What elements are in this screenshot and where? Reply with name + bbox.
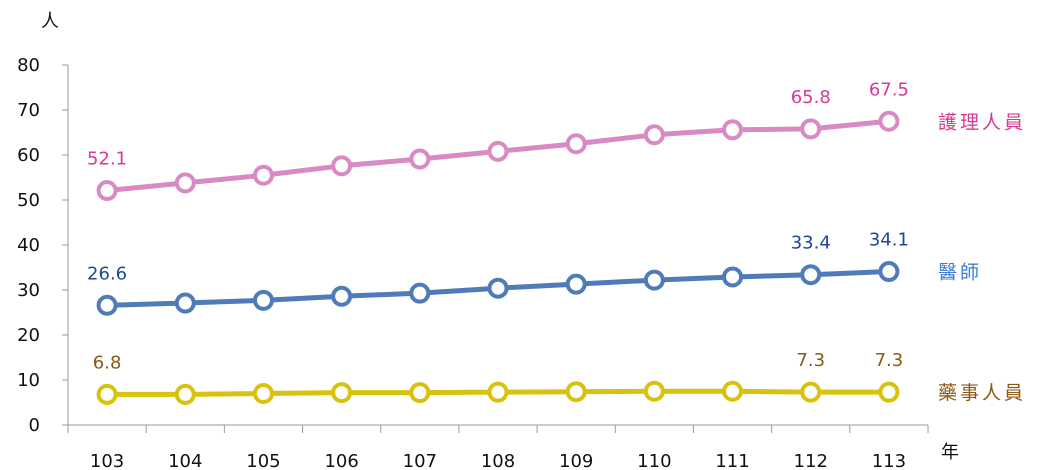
data-point [878, 381, 900, 403]
data-point [409, 282, 431, 304]
data-point [174, 292, 196, 314]
data-point [878, 261, 900, 283]
x-tick-label: 104 [168, 451, 202, 470]
data-label: 52.1 [87, 149, 127, 170]
data-label: 7.3 [875, 350, 904, 371]
y-tick-label: 40 [17, 235, 40, 256]
y-tick-label: 70 [17, 100, 40, 121]
x-tick-label: 111 [715, 451, 749, 470]
data-point [722, 266, 744, 288]
data-point [96, 383, 118, 405]
data-point [565, 273, 587, 295]
data-point [800, 264, 822, 286]
labels: 52.1 65.8 67.5 護理人員 26.6 33.4 34.1 醫師 6.8 7.3 7.3 藥… [87, 79, 1026, 404]
data-point [331, 382, 353, 404]
series-3 [96, 380, 900, 405]
data-point [331, 285, 353, 307]
data-point [565, 381, 587, 403]
axes: 0 10 20 30 40 50 60 70 80 103 104 105 106 107 108 109 11… [17, 55, 929, 470]
data-label: 67.5 [869, 79, 909, 100]
data-point [722, 119, 744, 141]
series-name-label: 護理人員 [938, 111, 1026, 133]
series-name-label: 藥事人員 [938, 382, 1026, 404]
data-point [643, 124, 665, 146]
data-point [96, 294, 118, 316]
data-point [643, 269, 665, 291]
data-point [96, 180, 118, 202]
x-tick-label: 109 [559, 451, 593, 470]
data-label: 65.8 [791, 87, 831, 108]
data-point [409, 148, 431, 170]
data-point [800, 118, 822, 140]
data-label: 6.8 [93, 352, 122, 373]
data-point [174, 383, 196, 405]
data-point [643, 380, 665, 402]
data-point [409, 382, 431, 404]
x-tick-label: 113 [872, 451, 906, 470]
x-unit-label: 年 [941, 442, 959, 463]
data-point [252, 289, 274, 311]
y-unit-label: 人 [41, 11, 59, 32]
y-tick-label: 20 [17, 325, 40, 346]
data-point [252, 164, 274, 186]
x-tick-label: 112 [794, 451, 828, 470]
y-tick-label: 10 [17, 370, 40, 391]
x-tick-label: 105 [246, 451, 280, 470]
data-point [331, 155, 353, 177]
data-point [722, 380, 744, 402]
y-tick-label: 60 [17, 145, 40, 166]
x-tick-label: 107 [403, 451, 437, 470]
series-2 [96, 261, 900, 316]
series-lines [96, 110, 900, 405]
x-tick-label: 108 [481, 451, 515, 470]
data-point [174, 172, 196, 194]
data-point [487, 381, 509, 403]
data-point [800, 381, 822, 403]
series-name-label: 醫師 [938, 262, 982, 284]
x-tick-label: 110 [637, 451, 671, 470]
data-point [487, 140, 509, 162]
y-tick-label: 0 [29, 415, 40, 436]
series-1 [96, 110, 900, 202]
y-tick-label: 80 [17, 55, 40, 76]
y-tick-label: 50 [17, 190, 40, 211]
data-point [487, 277, 509, 299]
data-label: 26.6 [87, 263, 127, 284]
data-point [878, 110, 900, 132]
x-tick-label: 106 [324, 451, 358, 470]
data-point [252, 383, 274, 404]
x-tick-label: 103 [90, 451, 124, 470]
data-label: 34.1 [869, 230, 909, 251]
data-label: 7.3 [796, 350, 825, 371]
data-label: 33.4 [791, 233, 831, 254]
data-point [565, 133, 587, 155]
y-tick-label: 30 [17, 280, 40, 301]
